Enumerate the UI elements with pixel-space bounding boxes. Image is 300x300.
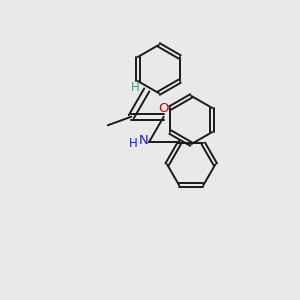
Text: H: H <box>131 81 140 94</box>
Text: N: N <box>139 134 148 147</box>
Text: O: O <box>158 102 169 115</box>
Text: H: H <box>129 137 138 150</box>
